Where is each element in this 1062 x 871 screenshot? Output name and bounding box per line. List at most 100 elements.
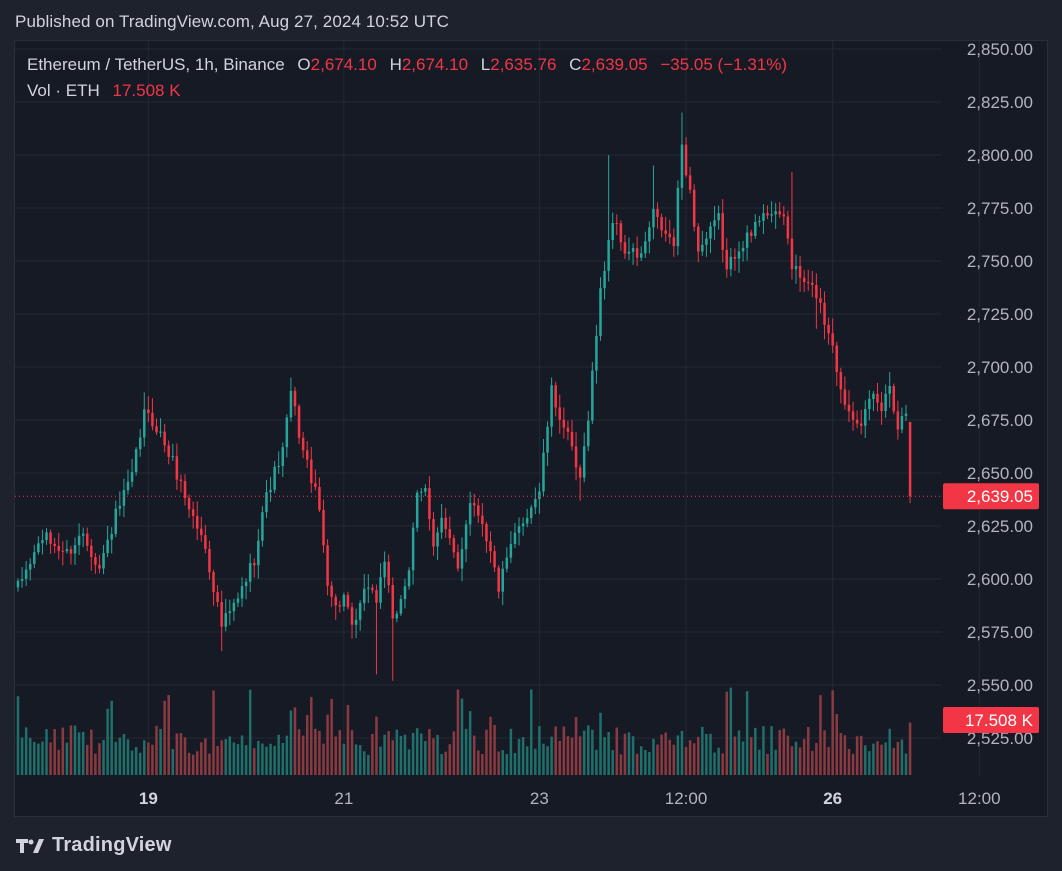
candle-body: [472, 503, 476, 506]
candle-body: [216, 592, 219, 602]
volume-bar: [367, 754, 370, 775]
candle-body: [558, 407, 562, 420]
candle-body: [147, 409, 150, 413]
candle-body: [212, 572, 215, 593]
volume-bar: [220, 740, 223, 775]
candle-body: [582, 446, 586, 478]
volume-bar: [802, 738, 806, 775]
open-label: O: [297, 55, 311, 74]
volume-bar: [436, 734, 439, 775]
volume-bar: [322, 743, 325, 775]
candle-body: [289, 390, 293, 418]
volume-bar: [90, 729, 93, 775]
candle-body: [908, 421, 912, 497]
candle-body: [191, 509, 195, 517]
price-tick-label: 2,825.00: [967, 93, 1033, 112]
volume-bar: [603, 737, 606, 775]
candle-body: [888, 385, 891, 394]
candle-body: [420, 491, 423, 493]
volume-bar: [664, 732, 667, 775]
volume-bar: [281, 743, 285, 775]
volume-bar: [587, 725, 590, 775]
candle-body: [232, 602, 236, 612]
candle-body: [790, 238, 794, 270]
volume-label[interactable]: Vol · ETH: [27, 81, 100, 100]
candle-body: [183, 481, 187, 498]
volume-bar: [872, 743, 875, 775]
tradingview-brand[interactable]: TradingView: [16, 834, 172, 857]
candle-body: [725, 249, 729, 270]
candle-body: [501, 568, 504, 592]
candle-body: [676, 187, 680, 247]
candle-body: [318, 487, 321, 511]
candle-body: [851, 411, 855, 420]
volume-bar: [318, 730, 321, 775]
candle-body: [362, 588, 366, 604]
volume-bar: [546, 746, 549, 775]
candle-body: [330, 585, 333, 597]
volume-bar: [721, 753, 724, 775]
candle-body: [195, 516, 199, 529]
candle-body: [599, 288, 602, 336]
chart-area[interactable]: [14, 40, 1048, 817]
volume-bar: [151, 744, 154, 775]
volume-bar: [130, 750, 134, 775]
volume-bar: [505, 754, 509, 775]
candle-body: [538, 491, 541, 500]
volume-bar: [635, 753, 639, 775]
candle-body: [872, 393, 875, 399]
volume-bar: [868, 751, 871, 775]
candle-body: [493, 551, 496, 568]
grid-lines: [15, 41, 980, 777]
candle-body: [220, 601, 223, 627]
candle-body: [631, 248, 635, 252]
candle-body: [90, 545, 93, 558]
candle-body: [106, 539, 109, 554]
candle-body: [778, 211, 781, 215]
volume-bar: [208, 753, 211, 775]
volume-bar: [28, 737, 32, 775]
volume-bar: [354, 744, 358, 775]
candle-body: [481, 515, 484, 524]
price-tick-label: 2,725.00: [967, 305, 1033, 324]
candle-body: [49, 532, 52, 544]
candle-body: [110, 533, 113, 540]
candle-body: [521, 523, 525, 527]
volume-bar: [171, 749, 175, 775]
volume-bar: [896, 741, 900, 775]
candle-body: [171, 456, 175, 458]
volume-value: 17.508 K: [112, 81, 181, 100]
candle-body: [660, 216, 663, 231]
candle-body: [322, 510, 325, 546]
candle-body: [880, 402, 883, 412]
volume-bar: [57, 749, 60, 775]
volume-bar: [513, 752, 517, 775]
candle-body: [456, 552, 460, 569]
candle-body: [387, 561, 390, 586]
volume-bar: [570, 737, 574, 775]
price-tick-label: 2,650.00: [967, 464, 1033, 483]
candle-body: [204, 535, 207, 549]
symbol-title[interactable]: Ethereum / TetherUS, 1h, Binance: [27, 55, 285, 74]
candle-body: [175, 456, 179, 480]
candle-body: [566, 427, 570, 432]
volume-bar: [314, 728, 317, 775]
candle-body: [424, 488, 427, 492]
volume-bars: [16, 687, 912, 775]
volume-bar: [864, 745, 867, 775]
volume-bar: [717, 747, 720, 775]
volume-bar: [411, 732, 415, 775]
volume-bar: [122, 734, 126, 775]
candle-body: [244, 581, 248, 587]
volume-bar: [574, 716, 578, 775]
volume-bar: [147, 742, 150, 775]
volume-bar: [627, 732, 631, 775]
close-value: 2,639.05: [581, 55, 648, 74]
candle-body: [855, 419, 859, 424]
volume-bar: [468, 711, 472, 775]
volume-bar: [904, 753, 908, 775]
volume-bar: [407, 749, 411, 775]
candle-body: [33, 552, 36, 564]
volume-bar: [835, 713, 839, 775]
